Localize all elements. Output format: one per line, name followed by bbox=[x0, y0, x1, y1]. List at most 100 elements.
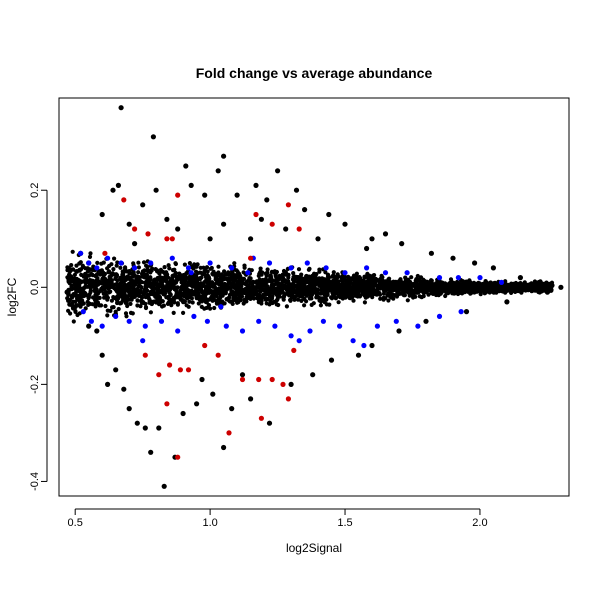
data-point bbox=[217, 300, 222, 305]
data-point bbox=[124, 314, 129, 319]
data-point bbox=[93, 304, 98, 309]
data-point bbox=[182, 262, 187, 267]
data-point bbox=[360, 290, 365, 295]
data-point bbox=[244, 299, 249, 304]
data-point bbox=[351, 298, 356, 303]
data-point bbox=[198, 287, 203, 292]
data-point bbox=[87, 254, 93, 259]
data-point bbox=[101, 260, 106, 265]
data-point bbox=[249, 268, 254, 273]
data-point bbox=[150, 299, 155, 305]
data-point bbox=[448, 282, 454, 287]
data-point bbox=[281, 276, 286, 281]
base-data-point bbox=[293, 187, 300, 193]
blue-data-point bbox=[142, 323, 148, 329]
data-point bbox=[367, 289, 372, 294]
data-point bbox=[90, 282, 95, 287]
data-point bbox=[468, 287, 473, 292]
data-point bbox=[302, 303, 307, 308]
data-point bbox=[189, 279, 194, 284]
base-data-point bbox=[199, 376, 205, 383]
data-point bbox=[480, 285, 485, 290]
data-point bbox=[296, 267, 302, 272]
data-point bbox=[373, 276, 378, 282]
base-data-point bbox=[355, 352, 362, 358]
blue-data-point bbox=[304, 260, 310, 266]
data-point bbox=[103, 291, 108, 296]
data-point bbox=[378, 296, 383, 301]
base-data-point bbox=[504, 299, 510, 305]
data-point bbox=[362, 300, 367, 305]
data-point bbox=[106, 286, 111, 291]
data-point bbox=[291, 274, 296, 280]
data-point bbox=[78, 290, 83, 295]
data-point bbox=[421, 281, 426, 286]
base-data-point bbox=[544, 289, 551, 295]
blue-data-point bbox=[404, 270, 410, 276]
base-data-point bbox=[180, 410, 186, 417]
blue-data-point bbox=[350, 338, 356, 344]
data-point bbox=[395, 293, 400, 298]
data-point bbox=[111, 267, 116, 272]
base-data-point bbox=[536, 279, 542, 285]
data-point bbox=[336, 300, 341, 305]
data-point bbox=[133, 282, 138, 287]
data-point bbox=[270, 290, 275, 295]
data-point bbox=[257, 284, 262, 289]
red-data-point bbox=[215, 352, 221, 358]
data-point bbox=[291, 271, 296, 276]
blue-data-point bbox=[126, 318, 132, 324]
red-data-point bbox=[291, 347, 297, 353]
data-point bbox=[135, 298, 140, 303]
data-point bbox=[342, 274, 347, 279]
data-point bbox=[397, 284, 402, 289]
blue-data-point bbox=[342, 270, 348, 276]
blue-data-point bbox=[185, 265, 192, 271]
data-point bbox=[518, 281, 523, 286]
red-data-point bbox=[175, 192, 181, 198]
data-point bbox=[170, 298, 175, 303]
data-point bbox=[379, 273, 384, 278]
data-point bbox=[174, 292, 179, 298]
chart-title: Fold change vs average abundance bbox=[196, 65, 433, 81]
data-point bbox=[183, 278, 188, 283]
data-point bbox=[195, 281, 200, 286]
data-point bbox=[195, 271, 200, 276]
red-data-point bbox=[164, 401, 170, 407]
x-tick-label: 1.5 bbox=[337, 517, 352, 529]
base-data-point bbox=[283, 226, 289, 232]
red-data-point bbox=[280, 381, 286, 387]
points-layer bbox=[64, 105, 564, 489]
base-data-point bbox=[399, 241, 405, 247]
data-point bbox=[67, 281, 72, 286]
data-point bbox=[148, 284, 153, 289]
blue-data-point bbox=[99, 323, 105, 329]
data-point bbox=[437, 284, 443, 289]
blue-data-point bbox=[218, 304, 224, 310]
data-point bbox=[114, 263, 119, 268]
data-point bbox=[72, 276, 77, 281]
data-point bbox=[491, 285, 496, 290]
data-point bbox=[192, 275, 197, 281]
data-point bbox=[157, 276, 162, 281]
data-point bbox=[74, 263, 79, 268]
data-point bbox=[120, 287, 125, 292]
base-data-point bbox=[463, 309, 470, 315]
data-point bbox=[431, 285, 436, 291]
data-point bbox=[400, 288, 405, 293]
data-point bbox=[421, 285, 427, 290]
data-point bbox=[175, 301, 180, 306]
data-point bbox=[186, 290, 191, 295]
data-point bbox=[271, 283, 276, 288]
data-point bbox=[425, 288, 430, 293]
blue-data-point bbox=[223, 323, 229, 329]
data-point bbox=[419, 295, 424, 300]
data-point bbox=[259, 272, 264, 277]
data-point bbox=[78, 260, 83, 265]
data-point bbox=[118, 281, 123, 286]
base-data-point bbox=[558, 284, 564, 290]
data-point bbox=[141, 260, 147, 265]
data-point bbox=[120, 272, 125, 277]
data-point bbox=[354, 274, 359, 279]
red-data-point bbox=[132, 226, 138, 232]
